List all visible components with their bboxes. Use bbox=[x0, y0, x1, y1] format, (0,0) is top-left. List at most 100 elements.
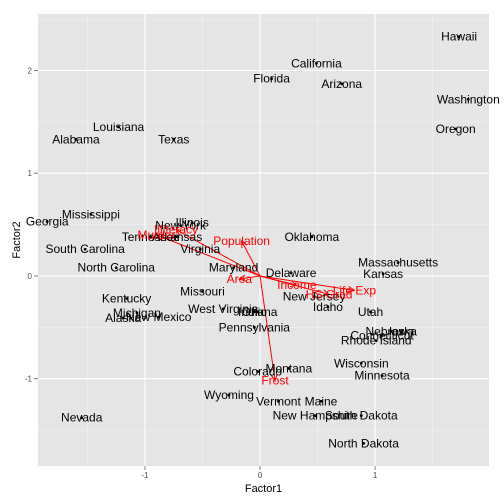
minor-gridlines bbox=[38, 14, 489, 466]
state-label: New Hampshire bbox=[273, 409, 359, 423]
loading-label: Population bbox=[213, 234, 270, 248]
loading-vectors bbox=[155, 229, 356, 382]
state-point bbox=[359, 414, 363, 418]
state-points bbox=[45, 35, 470, 445]
state-label: West Virginia bbox=[188, 302, 259, 316]
state-label: South Carolina bbox=[45, 242, 125, 256]
plot-panel bbox=[38, 14, 489, 466]
x-axis-title: Factor1 bbox=[245, 483, 282, 495]
loading-label: Murder bbox=[137, 228, 175, 242]
state-point bbox=[362, 442, 365, 445]
x-tick-label: 0 bbox=[258, 471, 263, 480]
loading-vector bbox=[175, 229, 261, 277]
loading-vector bbox=[259, 275, 330, 295]
state-point bbox=[172, 137, 176, 141]
y-tick-label: 0 bbox=[28, 272, 33, 281]
state-label: Texas bbox=[158, 132, 189, 146]
state-point bbox=[315, 61, 318, 65]
state-label: Massachusetts bbox=[358, 256, 438, 270]
state-point bbox=[457, 35, 461, 38]
state-point bbox=[359, 361, 363, 365]
state-point bbox=[175, 235, 179, 239]
state-point bbox=[198, 247, 202, 251]
state-label: Wyoming bbox=[204, 388, 254, 402]
state-label: North Dakota bbox=[328, 436, 399, 450]
state-label: New York bbox=[155, 219, 207, 233]
state-point bbox=[400, 330, 403, 333]
state-label: Nevada bbox=[61, 411, 103, 425]
state-point bbox=[45, 220, 49, 223]
y-tick-label: 2 bbox=[28, 67, 33, 76]
state-label: Alabama bbox=[52, 132, 100, 146]
state-label: North Carolina bbox=[78, 261, 156, 275]
state-point bbox=[340, 82, 344, 86]
state-label: Connecticut bbox=[350, 329, 414, 343]
state-point bbox=[117, 125, 120, 129]
state-point bbox=[270, 77, 273, 81]
state-point bbox=[121, 316, 125, 320]
vector-arrowhead bbox=[347, 285, 356, 293]
state-point bbox=[256, 370, 260, 373]
state-point bbox=[252, 325, 256, 329]
state-label: Delaware bbox=[266, 266, 317, 280]
state-label: Missouri bbox=[180, 284, 225, 298]
vector-arrowhead bbox=[238, 274, 247, 282]
vector-arrowhead bbox=[322, 289, 331, 297]
loading-label: Income bbox=[277, 278, 317, 292]
state-label: Arkansas bbox=[152, 230, 202, 244]
state-label: Kansas bbox=[363, 267, 403, 281]
state-label: Iowa bbox=[389, 324, 415, 338]
state-point bbox=[277, 399, 280, 403]
state-label: Indiana bbox=[238, 305, 278, 319]
loading-vector bbox=[156, 234, 261, 277]
state-label: Michigan bbox=[113, 306, 161, 320]
vector-arrowhead bbox=[270, 373, 278, 382]
state-label: Utah bbox=[358, 305, 383, 319]
state-point bbox=[310, 235, 314, 239]
x-tick-label: 1 bbox=[373, 471, 378, 480]
state-label: Florida bbox=[253, 72, 290, 86]
state-point bbox=[256, 310, 260, 314]
state-point bbox=[83, 247, 87, 251]
state-label: New Jersey bbox=[283, 290, 346, 304]
state-label: Illinois bbox=[175, 216, 208, 230]
state-label: Rhode Island bbox=[341, 334, 412, 348]
loading-vector bbox=[239, 275, 261, 280]
state-label: Hawaii bbox=[441, 30, 477, 44]
vector-arrowhead bbox=[175, 229, 184, 236]
state-label: Georgia bbox=[26, 215, 69, 229]
state-point bbox=[287, 367, 291, 370]
state-point bbox=[80, 416, 84, 420]
state-point bbox=[149, 235, 153, 239]
state-point bbox=[380, 334, 384, 337]
x-axis-ticks: -1 0 1 bbox=[141, 466, 378, 480]
state-label: Virginia bbox=[180, 242, 220, 256]
loading-label: Illiteracy bbox=[154, 223, 198, 237]
state-point bbox=[374, 339, 378, 343]
state-label: Wisconsin bbox=[334, 356, 389, 370]
state-point bbox=[252, 310, 256, 314]
state-point bbox=[89, 212, 93, 216]
vector-arrowhead bbox=[155, 233, 164, 241]
state-label: Minnesota bbox=[354, 369, 410, 383]
state-label: Alaska bbox=[105, 311, 141, 325]
loading-label: HS Grad bbox=[306, 287, 353, 301]
state-label: Kentucky bbox=[102, 292, 151, 306]
state-label: Ohio bbox=[242, 305, 268, 319]
state-point bbox=[380, 374, 384, 377]
state-label: Louisiana bbox=[93, 120, 145, 134]
state-label: California bbox=[291, 56, 342, 70]
state-label: New Mexico bbox=[126, 310, 192, 324]
state-point bbox=[114, 266, 118, 270]
state-point bbox=[381, 272, 385, 276]
state-point bbox=[221, 307, 225, 311]
state-label: Montana bbox=[265, 361, 312, 375]
loading-label: Life Exp bbox=[333, 283, 377, 297]
state-point bbox=[396, 261, 400, 264]
state-point bbox=[227, 393, 231, 397]
state-point bbox=[389, 330, 393, 333]
loading-vector bbox=[259, 275, 276, 381]
